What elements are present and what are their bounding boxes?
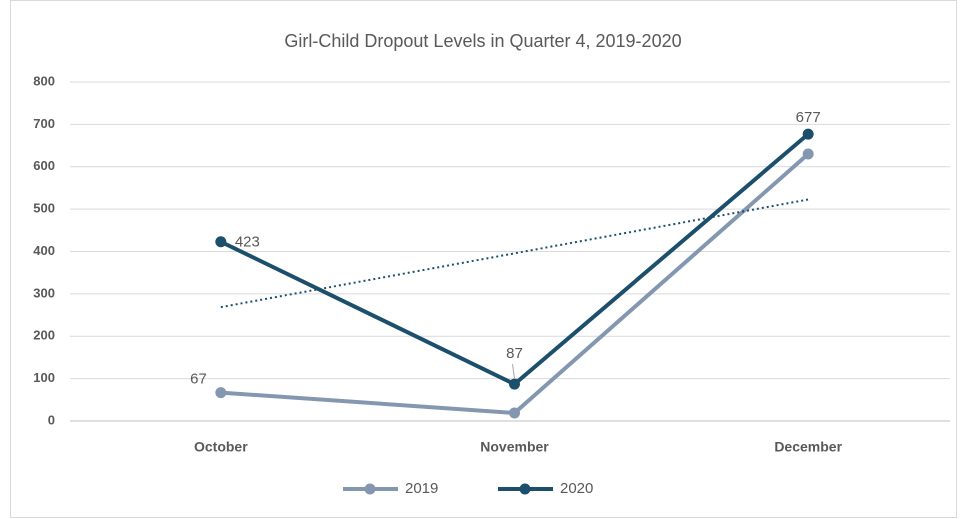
- y-tick-label: 400: [33, 243, 55, 258]
- y-tick-label: 300: [33, 285, 55, 300]
- leader-line: [512, 364, 515, 379]
- x-tick-label: October: [194, 439, 248, 455]
- point: [802, 128, 814, 140]
- y-tick-label: 100: [33, 370, 55, 385]
- y-tick-label: 700: [33, 116, 55, 131]
- y-tick-label: 800: [33, 73, 55, 88]
- x-tick-label: December: [774, 439, 842, 455]
- point: [215, 236, 227, 248]
- y-tick-label: 200: [33, 328, 55, 343]
- point: [509, 407, 520, 419]
- point: [802, 148, 814, 160]
- data-label: 677: [796, 109, 821, 126]
- chart-border: [10, 0, 957, 518]
- point: [215, 387, 227, 399]
- data-label: 67: [190, 371, 207, 388]
- y-tick-label: 0: [48, 412, 55, 427]
- y-tick-label: 600: [33, 158, 55, 173]
- legend-label: 2020: [560, 480, 593, 497]
- data-label: 423: [235, 234, 260, 251]
- data-label: 87: [506, 345, 523, 362]
- point: [509, 378, 520, 390]
- legend-marker: [364, 483, 376, 495]
- chart-title: Girl-Child Dropout Levels in Quarter 4, …: [284, 31, 681, 51]
- x-tick-label: November: [480, 439, 549, 455]
- legend-label: 2019: [405, 480, 438, 497]
- legend-marker: [519, 483, 531, 495]
- y-tick-label: 500: [33, 201, 55, 216]
